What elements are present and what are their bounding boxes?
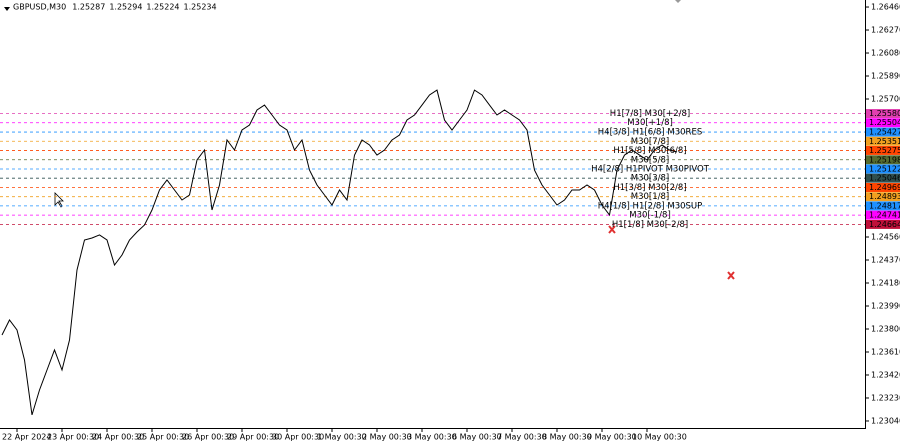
shift-marker bbox=[675, 0, 681, 3]
x-tick-label: 2 May 00:30 bbox=[362, 433, 412, 442]
level-label: M30[+1/8] bbox=[627, 118, 673, 128]
level-label: H4[3/8] H1[6/8] M30RES bbox=[598, 128, 702, 138]
level-price-box bbox=[866, 192, 900, 202]
x-tick-label: 29 Apr 00:30 bbox=[227, 433, 279, 442]
chart-title: GBPUSD,M30 bbox=[13, 3, 66, 12]
level-label: M30[1/8] bbox=[631, 192, 669, 202]
menu-arrow[interactable] bbox=[4, 7, 10, 11]
x-tick-label: 22 Apr 2024 bbox=[2, 433, 51, 442]
y-tick-label: 1.24560 bbox=[871, 232, 900, 241]
y-tick-label: 1.24370 bbox=[871, 255, 900, 264]
level-price: 1.24817 bbox=[869, 201, 900, 210]
level-label: M30[7/8] bbox=[631, 137, 669, 147]
level-label: M30[-1/8] bbox=[629, 211, 671, 221]
x-tick-label: 9 May 00:30 bbox=[587, 433, 637, 442]
y-tick-label: 1.23610 bbox=[871, 347, 900, 356]
ohlc-value: 1.25234 bbox=[184, 3, 217, 12]
level-label: H4[2/8] H1PIVOT M30PIVOT bbox=[591, 164, 710, 174]
y-tick-label: 1.26270 bbox=[871, 26, 900, 35]
y-tick-label: 1.25700 bbox=[871, 95, 900, 104]
y-tick-label: 1.23990 bbox=[871, 301, 900, 310]
x-tick-label: 25 Apr 00:30 bbox=[137, 433, 189, 442]
y-tick-label: 1.24180 bbox=[871, 278, 900, 287]
y-tick-label: 1.23800 bbox=[871, 324, 900, 333]
x-tick-label: 7 May 00:30 bbox=[497, 433, 547, 442]
y-tick-label: 1.26460 bbox=[871, 3, 900, 12]
x-tick-label: 1 May 00:30 bbox=[317, 433, 367, 442]
x-tick-label: 23 Apr 00:30 bbox=[47, 433, 99, 442]
price-line bbox=[1, 89, 678, 416]
level-price: 1.24741 bbox=[869, 211, 900, 220]
level-price: 1.25122 bbox=[869, 164, 900, 173]
level-label: H1[1/8] M30[-2/8] bbox=[612, 220, 688, 230]
level-price-box bbox=[866, 173, 900, 183]
level-price-box bbox=[866, 118, 900, 128]
level-label: M30[3/8] bbox=[631, 174, 669, 184]
x-tick-label: 8 May 00:30 bbox=[542, 433, 592, 442]
level-label: H4[1/8] H1[2/8] M30SUP bbox=[598, 201, 703, 211]
ohlc-value: 1.25287 bbox=[72, 3, 105, 12]
level-price: 1.24969 bbox=[869, 183, 900, 192]
marker-x bbox=[727, 271, 735, 280]
level-price: 1.25275 bbox=[869, 146, 900, 155]
level-price-box bbox=[866, 219, 900, 229]
level-price-box bbox=[866, 164, 900, 174]
x-tick-label: 24 Apr 00:30 bbox=[92, 433, 144, 442]
y-tick-label: 1.23040 bbox=[871, 416, 900, 425]
level-price-box bbox=[866, 155, 900, 165]
level-price-box bbox=[866, 210, 900, 220]
x-tick-label: 30 Apr 00:30 bbox=[272, 433, 324, 442]
x-tick-label: 3 May 00:30 bbox=[407, 433, 457, 442]
level-label: H1[7/8] M30[+2/8] bbox=[610, 109, 690, 119]
level-price-box bbox=[866, 109, 900, 119]
level-price: 1.25580 bbox=[869, 109, 900, 118]
y-tick-label: 1.23230 bbox=[871, 393, 900, 402]
x-tick-label: 6 May 00:30 bbox=[452, 433, 502, 442]
y-tick-label: 1.25890 bbox=[871, 72, 900, 81]
level-label: M30[5/8] bbox=[631, 155, 669, 165]
x-tick-label: 10 May 00:30 bbox=[632, 433, 687, 442]
level-price-box bbox=[866, 201, 900, 211]
level-price: 1.24893 bbox=[869, 192, 900, 201]
level-price: 1.25504 bbox=[869, 118, 900, 127]
level-label: H1[3/8] M30[2/8] bbox=[613, 183, 686, 193]
level-price: 1.25198 bbox=[869, 155, 900, 164]
level-price: 1.25427 bbox=[869, 128, 900, 137]
marker-x bbox=[608, 225, 616, 234]
ohlc-value: 1.25294 bbox=[109, 3, 142, 12]
y-tick-label: 1.23420 bbox=[871, 370, 900, 379]
level-label: H1[5/8] M30[6/8] bbox=[613, 146, 686, 156]
level-price: 1.24664 bbox=[869, 220, 900, 229]
level-price-box bbox=[866, 145, 900, 155]
level-price-box bbox=[866, 127, 900, 137]
level-price-box bbox=[866, 182, 900, 192]
level-price: 1.25351 bbox=[869, 137, 900, 146]
ohlc-value: 1.25224 bbox=[146, 3, 179, 12]
x-tick-label: 26 Apr 00:30 bbox=[182, 433, 234, 442]
level-price-box bbox=[866, 136, 900, 146]
level-price: 1.25046 bbox=[869, 174, 900, 183]
y-tick-label: 1.26080 bbox=[871, 49, 900, 58]
